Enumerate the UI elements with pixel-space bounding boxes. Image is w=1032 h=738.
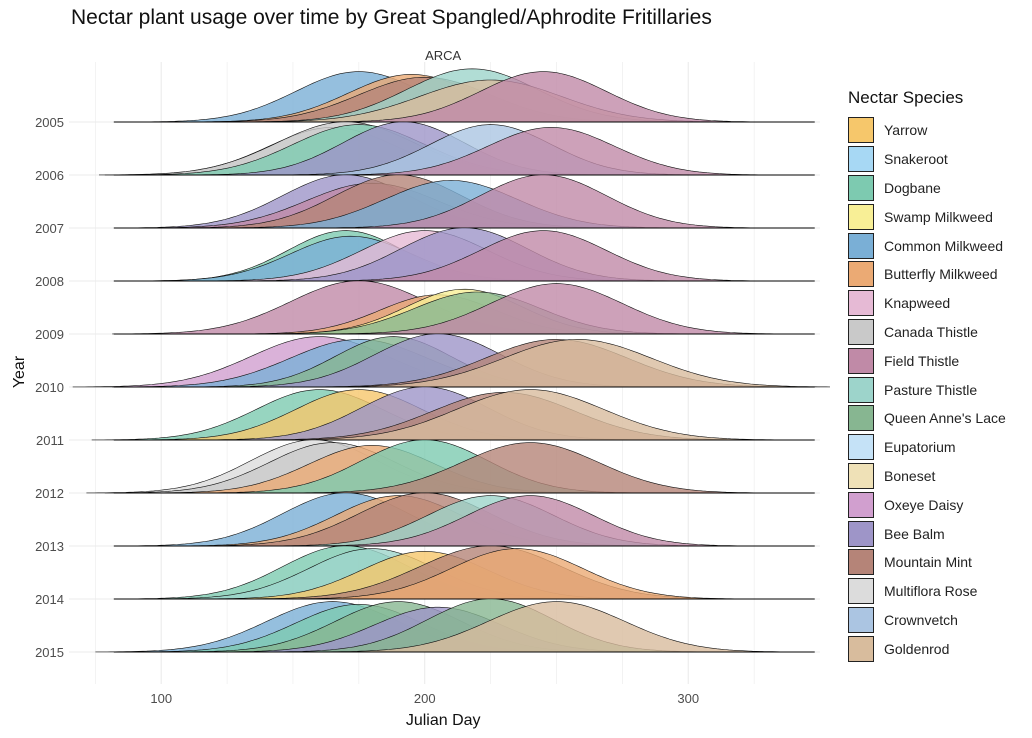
legend-item: Butterfly Milkweed <box>848 260 1006 289</box>
y-tick-label: 2010 <box>35 380 64 395</box>
y-tick-label: 2008 <box>35 274 64 289</box>
legend-item: Mountain Mint <box>848 548 1006 577</box>
density-ridge <box>315 230 771 282</box>
density-ridge <box>319 283 794 335</box>
legend-swatch <box>848 462 874 489</box>
legend-item: Snakeroot <box>848 145 1006 174</box>
legend-items: Yarrow Snakeroot Dogbane Swamp Milkweed Comm… <box>848 116 1006 663</box>
density-ridge <box>309 601 800 653</box>
legend-label: Canada Thistle <box>884 323 978 340</box>
legend-label: Butterfly Milkweed <box>884 266 998 283</box>
legend-item: Boneset <box>848 462 1006 491</box>
y-tick-label: 2012 <box>35 486 64 501</box>
legend-item: Bee Balm <box>848 519 1006 548</box>
legend-item: Crownvetch <box>848 606 1006 635</box>
legend-label: Mountain Mint <box>884 554 972 571</box>
legend-label: Field Thistle <box>884 352 960 369</box>
density-ridge <box>315 71 771 123</box>
legend-item: Goldenrod <box>848 634 1006 663</box>
legend-item: Pasture Thistle <box>848 375 1006 404</box>
legend-swatch <box>848 578 874 605</box>
y-tick-label: 2013 <box>35 539 64 554</box>
density-ridge <box>279 548 755 600</box>
legend-swatch <box>848 232 874 259</box>
legend-label: Swamp Milkweed <box>884 208 993 225</box>
x-axis-title: Julian Day <box>406 712 481 729</box>
legend-label: Boneset <box>884 467 936 484</box>
legend-label: Yarrow <box>884 122 928 139</box>
y-tick-label: 2009 <box>35 327 64 342</box>
legend-label: Eupatorium <box>884 439 956 456</box>
legend-item: Eupatorium <box>848 433 1006 462</box>
chart-title: Nectar plant usage over time by Great Sp… <box>71 6 712 29</box>
y-tick-label: 2007 <box>35 221 64 236</box>
legend-label: Oxeye Daisy <box>884 496 964 513</box>
legend-item: Canada Thistle <box>848 318 1006 347</box>
legend-swatch <box>848 549 874 576</box>
legend-item: Multiflora Rose <box>848 577 1006 606</box>
legend-item: Common Milkweed <box>848 231 1006 260</box>
legend-swatch <box>848 318 874 345</box>
legend-item: Yarrow <box>848 116 1006 145</box>
legend-item: Field Thistle <box>848 346 1006 375</box>
legend-label: Common Milkweed <box>884 237 1004 254</box>
legend-label: Queen Anne's Lace <box>884 410 1006 427</box>
legend-item: Swamp Milkweed <box>848 202 1006 231</box>
legend-label: Snakeroot <box>884 151 948 168</box>
legend-label: Bee Balm <box>884 525 945 542</box>
legend: Nectar Species Yarrow Snakeroot Dogbane Swa… <box>848 88 1006 663</box>
y-tick-label: 2015 <box>35 645 64 660</box>
density-ridge <box>283 442 774 494</box>
legend-item: Dogbane <box>848 174 1006 203</box>
legend-label: Pasture Thistle <box>884 381 978 398</box>
legend-title: Nectar Species <box>848 88 964 107</box>
x-tick-label: 200 <box>414 691 436 706</box>
density-ridge <box>315 174 771 229</box>
y-tick-label: 2011 <box>36 433 64 448</box>
y-axis-title: Year <box>11 355 28 388</box>
legend-swatch <box>848 203 874 230</box>
facet-label: ARCA <box>425 48 461 63</box>
legend-swatch <box>848 434 874 461</box>
density-ridge <box>264 389 795 441</box>
y-tick-label: 2006 <box>35 168 64 183</box>
x-tick-label: 100 <box>150 691 172 706</box>
legend-label: Multiflora Rose <box>884 583 978 600</box>
legend-swatch <box>848 635 874 662</box>
legend-item: Knapweed <box>848 289 1006 318</box>
legend-swatch <box>848 261 874 288</box>
legend-label: Dogbane <box>884 179 941 196</box>
legend-swatch <box>848 146 874 173</box>
legend-swatch <box>848 606 874 633</box>
ridgeline-plot: ARCA 2005 2006 2007 2008 2009 2010 2011 2012 2013… <box>11 48 830 729</box>
legend-swatch <box>848 405 874 432</box>
legend-label: Crownvetch <box>884 611 958 628</box>
density-ridge <box>312 339 830 388</box>
y-tick-label: 2005 <box>35 115 64 130</box>
legend-swatch <box>848 174 874 201</box>
x-tick-label: 300 <box>677 691 699 706</box>
legend-swatch <box>848 376 874 403</box>
legend-swatch <box>848 491 874 518</box>
y-tick-label: 2014 <box>35 592 64 607</box>
legend-item: Queen Anne's Lace <box>848 404 1006 433</box>
legend-swatch <box>848 290 874 317</box>
legend-label: Goldenrod <box>884 640 950 657</box>
legend-swatch <box>848 117 874 144</box>
density-ridge <box>323 127 779 176</box>
legend-label: Knapweed <box>884 295 951 312</box>
legend-swatch <box>848 347 874 374</box>
legend-swatch <box>848 520 874 547</box>
density-ridge <box>302 495 757 547</box>
legend-item: Oxeye Daisy <box>848 490 1006 519</box>
